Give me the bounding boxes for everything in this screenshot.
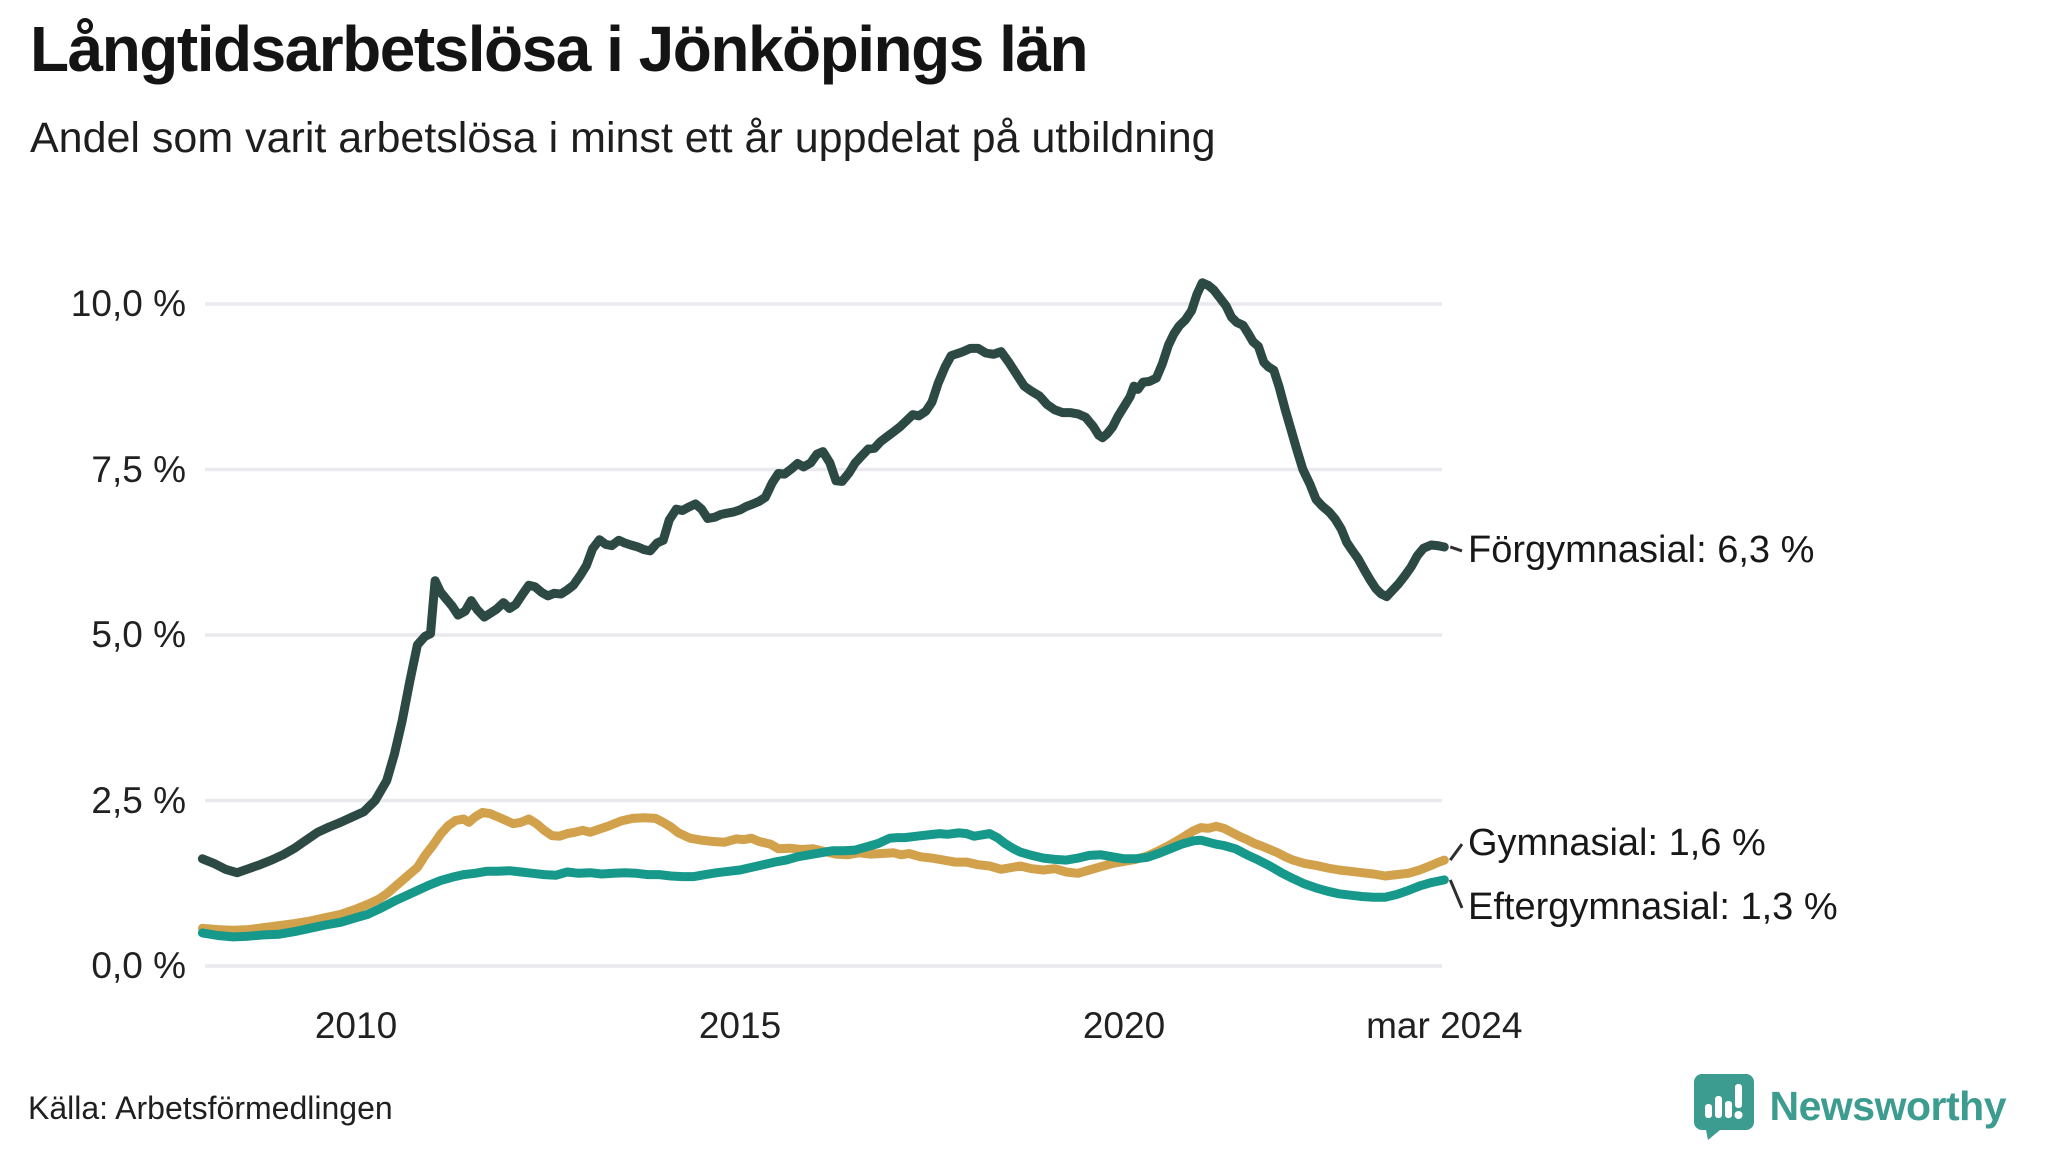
label-connector-gymnasial (1449, 843, 1464, 861)
page-title: Långtidsarbetslösa i Jönköpings län (30, 13, 1089, 85)
label-connector-förgymnasial (1449, 545, 1463, 553)
label-connectors (1448, 545, 1464, 909)
y-tick-label: 0,0 % (91, 945, 186, 986)
x-tick-label: 2020 (1082, 1005, 1166, 1046)
x-tick-label: 2015 (698, 1005, 782, 1046)
y-tick-label: 2,5 % (91, 779, 186, 821)
newsworthy-logo: Newsworthy (1692, 1072, 2007, 1140)
series-end-label-förgymnasial: Förgymnasial: 6,3 % (1468, 528, 1815, 571)
series-end-label-gymnasial: Gymnasial: 1,6 % (1468, 822, 1766, 865)
source-note: Källa: Arbetsförmedlingen (28, 1090, 393, 1126)
newsworthy-logo-icon (1693, 1074, 1754, 1140)
series-lines (197, 278, 1449, 942)
y-tick-label: 7,5 % (91, 448, 186, 490)
newsworthy-logo-text: Newsworthy (1769, 1082, 2007, 1129)
gridlines (205, 302, 1442, 968)
y-tick-label: 10,0 % (70, 283, 186, 324)
y-tick-label: 5,0 % (91, 614, 186, 655)
series-line-eftergymnasial (197, 828, 1449, 942)
x-tick-label: mar 2024 (1366, 1005, 1523, 1046)
page-subtitle: Andel som varit arbetslösa i minst ett å… (30, 114, 1216, 162)
label-connector-eftergymnasial (1448, 879, 1464, 909)
x-tick-label: 2010 (314, 1005, 398, 1046)
series-end-label-eftergymnasial: Eftergymnasial: 1,3 % (1468, 885, 1838, 928)
series-line-gymnasial (197, 807, 1449, 935)
series-line-förgymnasial (197, 278, 1449, 878)
